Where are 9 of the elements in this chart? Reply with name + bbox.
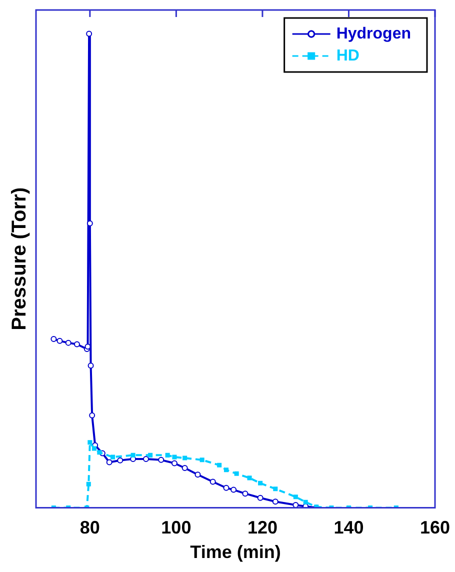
x-tick-label: 100 bbox=[161, 518, 192, 538]
x-tick-label: 120 bbox=[247, 518, 278, 538]
legend-label: HD bbox=[336, 47, 360, 64]
y-axis-title: Pressure (Torr) bbox=[8, 187, 31, 330]
x-tick-label: 140 bbox=[334, 518, 364, 538]
x-axis-title: Time (min) bbox=[190, 542, 281, 562]
x-tick-label: 160 bbox=[420, 518, 450, 538]
x-tick-label: 80 bbox=[80, 518, 100, 538]
legend-label: Hydrogen bbox=[336, 25, 411, 42]
